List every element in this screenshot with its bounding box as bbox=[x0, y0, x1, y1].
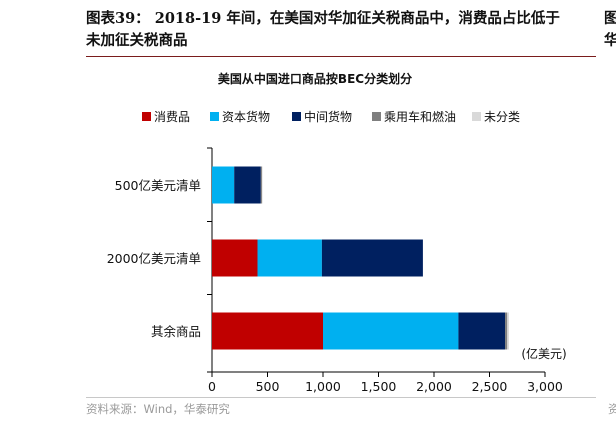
legend-item: 未分类 bbox=[472, 108, 520, 125]
legend-label: 未分类 bbox=[484, 110, 521, 124]
bar-segment bbox=[323, 312, 459, 350]
value-tick-label: 1,500 bbox=[361, 379, 397, 394]
bar-segment bbox=[257, 239, 322, 277]
adjacent-source-note: 资 bbox=[608, 402, 616, 416]
bar-segment bbox=[321, 239, 423, 277]
figure-title: 图表39： 2018-19 年间，在美国对华加征关税商品中，消费品占比低于 未加… bbox=[86, 8, 596, 52]
figure-title-line2: 未加征关税商品 bbox=[86, 32, 188, 49]
value-tick-label: 3,000 bbox=[527, 379, 563, 394]
bar-segment bbox=[260, 166, 262, 204]
figure-title-line1: 图表39： 2018-19 年间，在美国对华加征关税商品中，消费品占比低于 bbox=[86, 10, 560, 27]
legend-swatch bbox=[210, 112, 219, 121]
value-tick-label: 2,000 bbox=[416, 379, 452, 394]
bar-segment bbox=[458, 312, 506, 350]
adjacent-figure-title-line2: 华 bbox=[604, 32, 616, 49]
adjacent-figure-title: 图 华 bbox=[604, 8, 616, 52]
bar-segment bbox=[505, 312, 508, 350]
category-label: 500亿美元清单 bbox=[115, 178, 201, 193]
unit-label: (亿美元) bbox=[521, 346, 566, 361]
category-label: 其余商品 bbox=[151, 324, 201, 339]
legend-item: 消费品 bbox=[142, 108, 190, 125]
bar-segment bbox=[507, 312, 509, 350]
legend-item: 资本货物 bbox=[210, 108, 270, 125]
legend-item: 乘用车和燃油 bbox=[372, 108, 456, 125]
bar-segment bbox=[234, 166, 261, 204]
legend-label: 资本货物 bbox=[222, 110, 271, 124]
category-label: 2000亿美元清单 bbox=[107, 251, 201, 266]
bar-segment bbox=[212, 239, 258, 277]
bar-segment bbox=[261, 166, 263, 204]
legend-swatch bbox=[292, 112, 301, 121]
bar-segment bbox=[212, 166, 235, 204]
legend-label: 乘用车和燃油 bbox=[384, 110, 457, 124]
adjacent-figure-title-line1: 图 bbox=[604, 10, 616, 27]
value-tick-label: 500 bbox=[256, 379, 280, 394]
legend-label: 中间货物 bbox=[304, 110, 353, 124]
chart-legend: 消费品 资本货物 中间货物 乘用车和燃油 未分类 bbox=[142, 108, 582, 124]
chart-title: 美国从中国进口商品按BEC分类划分 bbox=[217, 72, 413, 86]
legend-swatch bbox=[472, 112, 481, 121]
source-note: 资料来源：Wind，华泰研究 bbox=[86, 402, 230, 416]
legend-item: 中间货物 bbox=[292, 108, 352, 125]
legend-label: 消费品 bbox=[154, 110, 191, 124]
value-tick-label: 1,000 bbox=[305, 379, 341, 394]
source-divider bbox=[86, 397, 596, 398]
legend-swatch bbox=[142, 112, 151, 121]
legend-swatch bbox=[372, 112, 381, 121]
title-divider bbox=[86, 56, 596, 57]
bar-segment bbox=[212, 312, 323, 350]
value-tick-label: 2,500 bbox=[472, 379, 508, 394]
value-tick-label: 0 bbox=[208, 379, 216, 394]
